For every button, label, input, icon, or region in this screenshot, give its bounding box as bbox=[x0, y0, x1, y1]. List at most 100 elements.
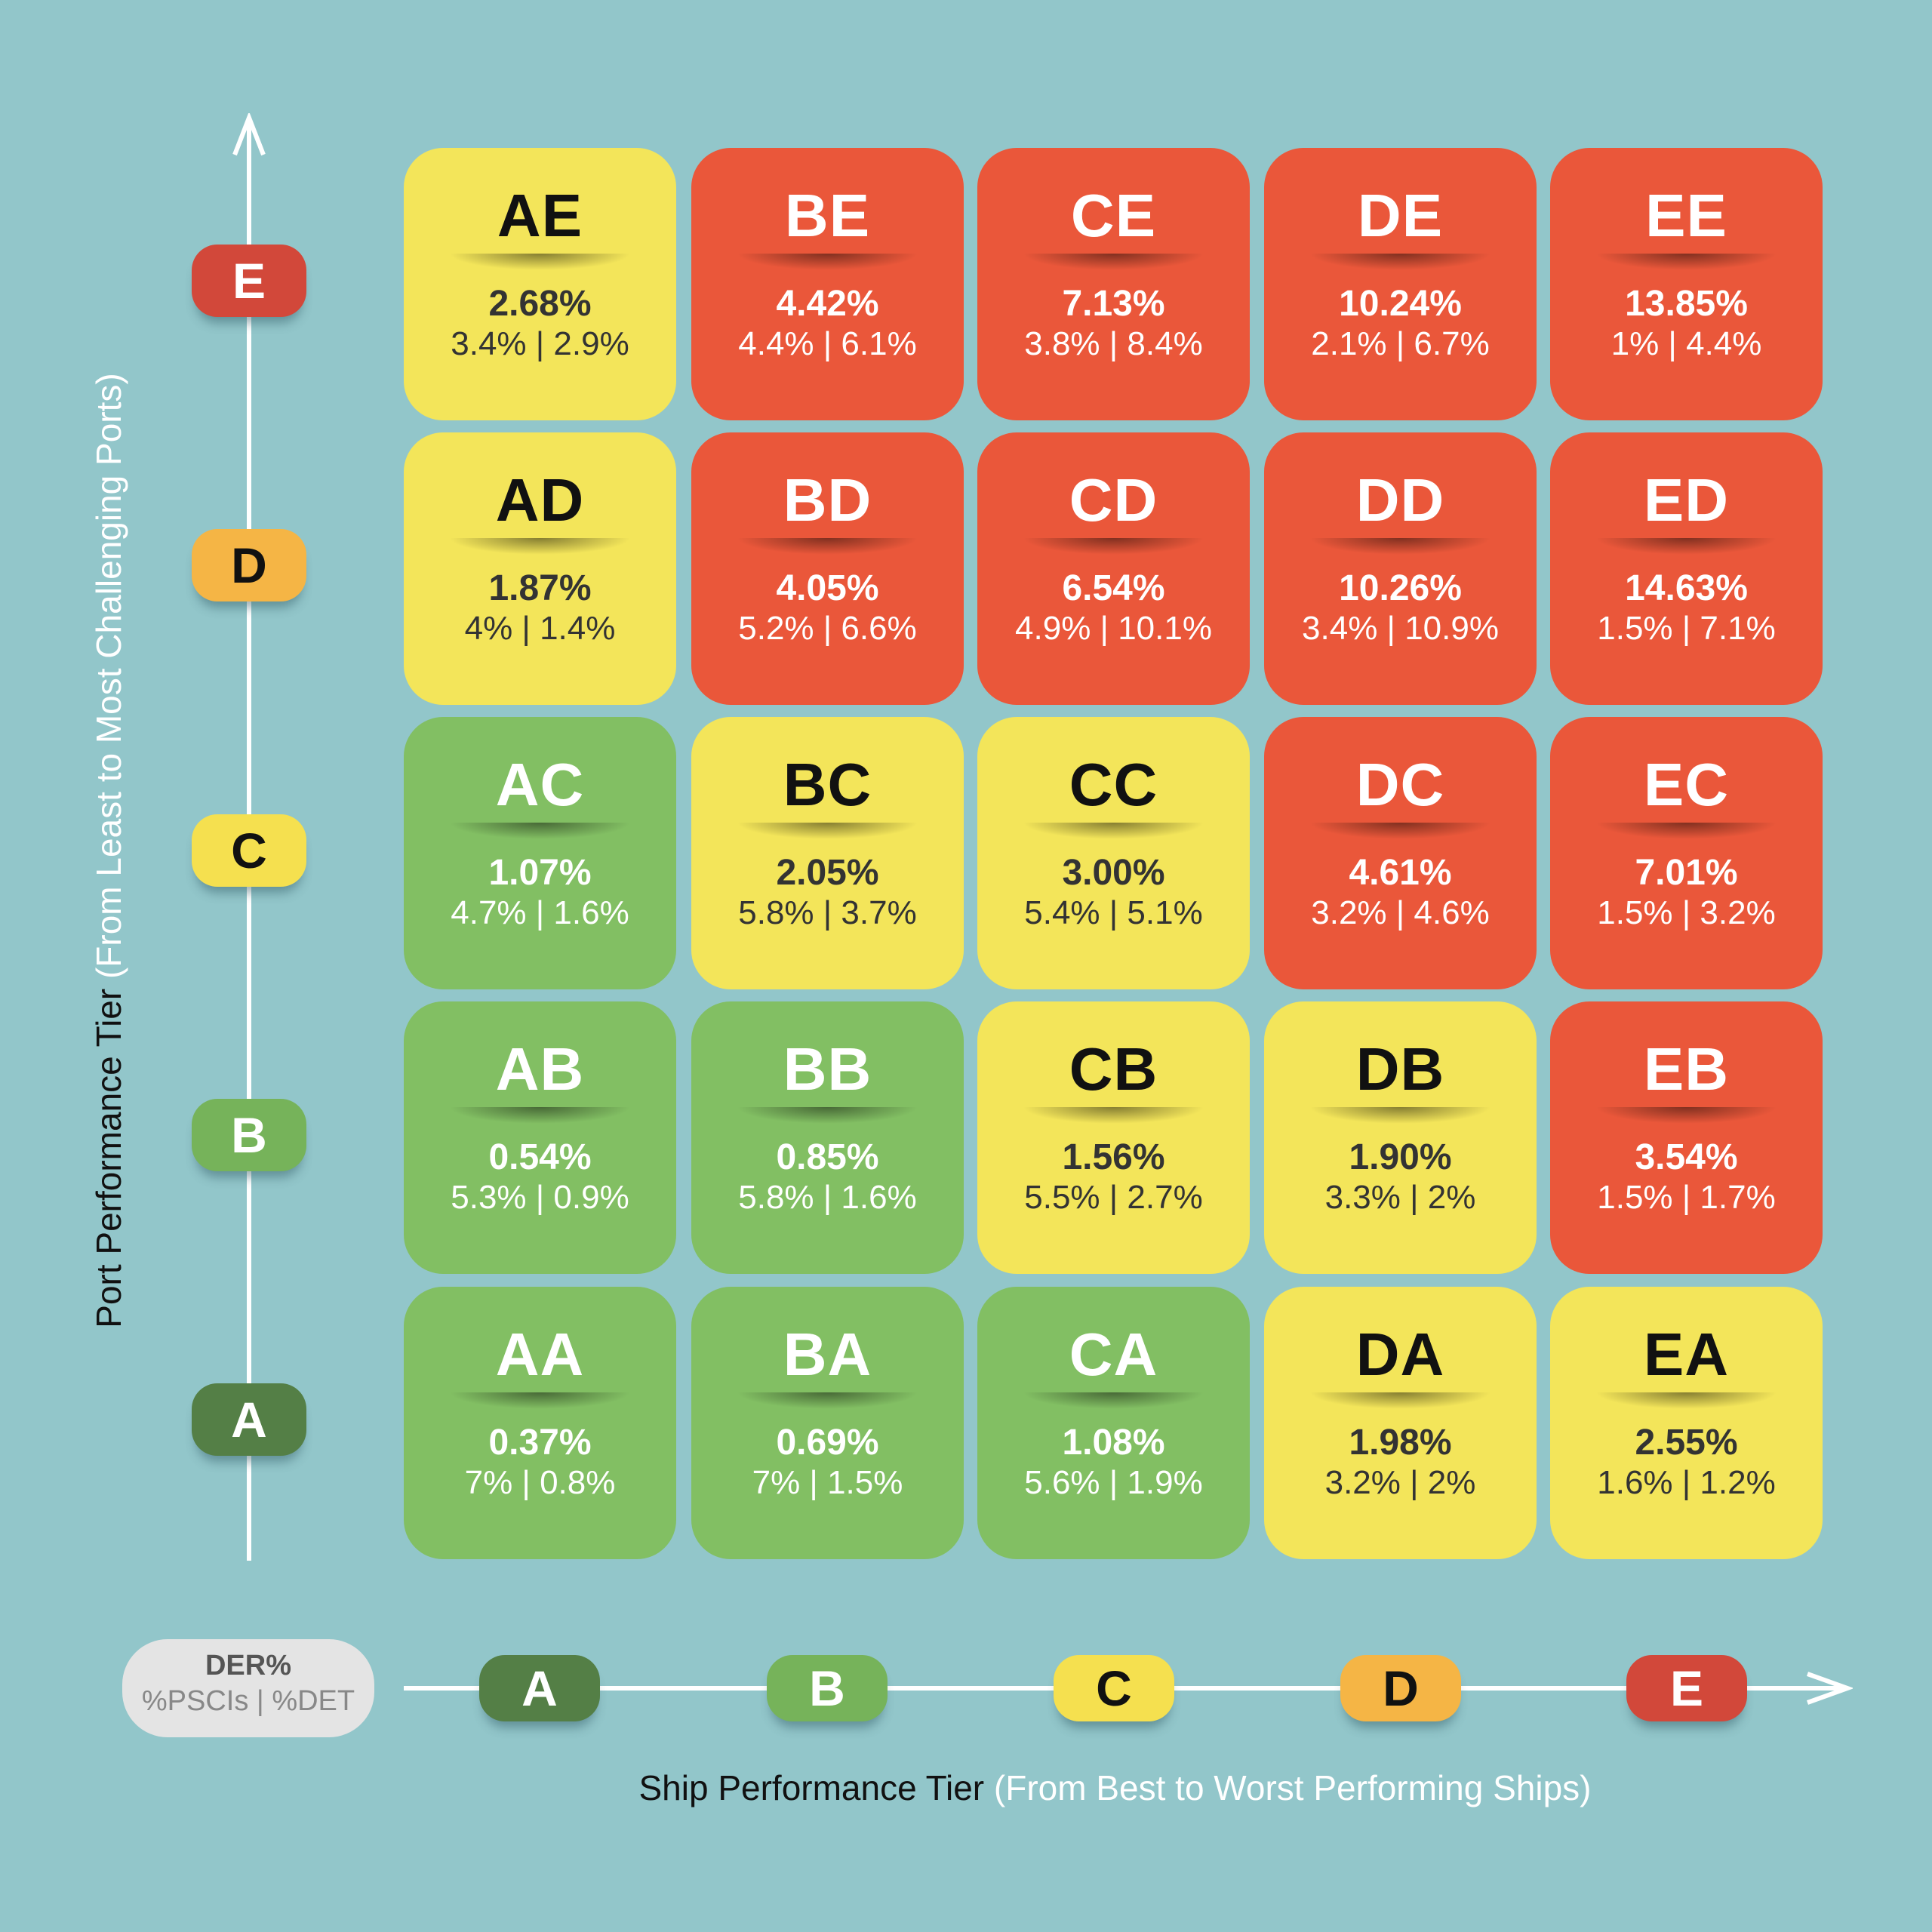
cell-pscis-det-values: 5.3% | 0.9% bbox=[451, 1179, 629, 1216]
cell-divider-shadow bbox=[737, 1107, 918, 1124]
cell-code: ED bbox=[1643, 466, 1730, 534]
cell-ea: EA 2.55% 1.6% | 1.2% bbox=[1550, 1287, 1823, 1559]
cell-der-value: 1.87% bbox=[488, 568, 592, 608]
cell-code: BA bbox=[783, 1321, 872, 1388]
cell-code: BC bbox=[783, 751, 872, 818]
cell-der-value: 0.37% bbox=[488, 1423, 592, 1463]
cell-der-value: 1.98% bbox=[1349, 1423, 1452, 1463]
cell-code: BE bbox=[784, 182, 871, 249]
cell-code: DE bbox=[1357, 182, 1444, 249]
cell-code: CD bbox=[1069, 466, 1158, 534]
y-tier-c: C bbox=[192, 814, 306, 887]
cell-pscis-det-values: 5.5% | 2.7% bbox=[1024, 1179, 1203, 1216]
y-tier-e: E bbox=[192, 245, 306, 317]
cell-pscis-det-values: 4.4% | 6.1% bbox=[738, 325, 917, 362]
cell-code: AD bbox=[495, 466, 585, 534]
y-axis-label: Port Performance Tier bbox=[89, 988, 128, 1328]
y-axis-note: (From Least to Most Challenging Ports) bbox=[89, 373, 128, 980]
x-axis-note: (From Best to Worst Performing Ships) bbox=[993, 1768, 1592, 1807]
cell-divider-shadow bbox=[1023, 823, 1204, 839]
cell-divider-shadow bbox=[737, 1392, 918, 1409]
cell-divider-shadow bbox=[1595, 823, 1777, 839]
cell-code: EA bbox=[1643, 1321, 1730, 1388]
cell-ae: AE 2.68% 3.4% | 2.9% bbox=[404, 148, 676, 420]
x-axis-arrow-icon bbox=[1806, 1672, 1853, 1705]
cell-ce: CE 7.13% 3.8% | 8.4% bbox=[977, 148, 1250, 420]
cell-ed: ED 14.63% 1.5% | 7.1% bbox=[1550, 432, 1823, 705]
cell-code: DB bbox=[1355, 1035, 1445, 1103]
cell-db: DB 1.90% 3.3% | 2% bbox=[1264, 1001, 1537, 1274]
cell-pscis-det-values: 1.5% | 7.1% bbox=[1597, 610, 1776, 647]
cell-pscis-det-values: 7% | 1.5% bbox=[752, 1464, 903, 1501]
legend-line2: %PSCIs | %DET bbox=[141, 1685, 355, 1717]
cell-pscis-det-values: 5.8% | 3.7% bbox=[738, 894, 917, 931]
cell-pscis-det-values: 5.2% | 6.6% bbox=[738, 610, 917, 647]
cell-der-value: 2.05% bbox=[776, 853, 879, 893]
cell-der-value: 4.05% bbox=[776, 568, 879, 608]
cell-der-value: 2.55% bbox=[1635, 1423, 1738, 1463]
cell-pscis-det-values: 3.4% | 10.9% bbox=[1302, 610, 1499, 647]
cell-bb: BB 0.85% 5.8% | 1.6% bbox=[691, 1001, 964, 1274]
cell-der-value: 4.42% bbox=[776, 284, 879, 324]
cell-der-value: 4.61% bbox=[1349, 853, 1452, 893]
cell-ab: AB 0.54% 5.3% | 0.9% bbox=[404, 1001, 676, 1274]
y-tier-a: A bbox=[192, 1383, 306, 1456]
x-tier-c: C bbox=[1054, 1655, 1174, 1721]
cell-pscis-det-values: 4.9% | 10.1% bbox=[1015, 610, 1212, 647]
legend-line1: DER% bbox=[205, 1650, 292, 1681]
cell-pscis-det-values: 5.4% | 5.1% bbox=[1024, 894, 1203, 931]
cell-dc: DC 4.61% 3.2% | 4.6% bbox=[1264, 717, 1537, 989]
cell-de: DE 10.24% 2.1% | 6.7% bbox=[1264, 148, 1537, 420]
cell-der-value: 7.13% bbox=[1062, 284, 1165, 324]
cell-der-value: 14.63% bbox=[1625, 568, 1748, 608]
cell-divider-shadow bbox=[1595, 1392, 1777, 1409]
cell-divider-shadow bbox=[449, 1107, 631, 1124]
cell-divider-shadow bbox=[737, 538, 918, 555]
cell-divider-shadow bbox=[1023, 538, 1204, 555]
cell-pscis-det-values: 5.6% | 1.9% bbox=[1024, 1464, 1203, 1501]
cell-divider-shadow bbox=[1309, 1392, 1491, 1409]
cell-code: DA bbox=[1355, 1321, 1445, 1388]
cell-divider-shadow bbox=[1595, 254, 1777, 270]
cell-cd: CD 6.54% 4.9% | 10.1% bbox=[977, 432, 1250, 705]
cell-aa: AA 0.37% 7% | 0.8% bbox=[404, 1287, 676, 1559]
cell-der-value: 10.24% bbox=[1339, 284, 1462, 324]
cell-cc: CC 3.00% 5.4% | 5.1% bbox=[977, 717, 1250, 989]
cell-code: CE bbox=[1070, 182, 1157, 249]
cell-pscis-det-values: 3.8% | 8.4% bbox=[1024, 325, 1203, 362]
cell-divider-shadow bbox=[449, 538, 631, 555]
cell-divider-shadow bbox=[1595, 538, 1777, 555]
cell-pscis-det-values: 3.4% | 2.9% bbox=[451, 325, 629, 362]
cell-code: DD bbox=[1355, 466, 1445, 534]
cell-ad: AD 1.87% 4% | 1.4% bbox=[404, 432, 676, 705]
cell-code: BD bbox=[783, 466, 872, 534]
cell-dd: DD 10.26% 3.4% | 10.9% bbox=[1264, 432, 1537, 705]
x-tier-a: A bbox=[479, 1655, 600, 1721]
cell-pscis-det-values: 4% | 1.4% bbox=[464, 610, 616, 647]
cell-der-value: 1.08% bbox=[1062, 1423, 1165, 1463]
cell-pscis-det-values: 1% | 4.4% bbox=[1611, 325, 1762, 362]
cell-eb: EB 3.54% 1.5% | 1.7% bbox=[1550, 1001, 1823, 1274]
cell-code: AE bbox=[497, 182, 583, 249]
cell-code: CA bbox=[1069, 1321, 1158, 1388]
cell-divider-shadow bbox=[1023, 1392, 1204, 1409]
cell-ec: EC 7.01% 1.5% | 3.2% bbox=[1550, 717, 1823, 989]
cell-der-value: 6.54% bbox=[1062, 568, 1165, 608]
cell-divider-shadow bbox=[1023, 1107, 1204, 1124]
cell-divider-shadow bbox=[1595, 1107, 1777, 1124]
cell-pscis-det-values: 1.6% | 1.2% bbox=[1597, 1464, 1776, 1501]
cell-bc: BC 2.05% 5.8% | 3.7% bbox=[691, 717, 964, 989]
cell-der-value: 3.00% bbox=[1062, 853, 1165, 893]
cell-der-value: 13.85% bbox=[1625, 284, 1748, 324]
cell-code: DC bbox=[1355, 751, 1445, 818]
cell-pscis-det-values: 2.1% | 6.7% bbox=[1311, 325, 1490, 362]
cell-code: BB bbox=[783, 1035, 872, 1103]
cell-der-value: 1.07% bbox=[488, 853, 592, 893]
cell-der-value: 10.26% bbox=[1339, 568, 1462, 608]
cell-code: EB bbox=[1643, 1035, 1730, 1103]
cell-cb: CB 1.56% 5.5% | 2.7% bbox=[977, 1001, 1250, 1274]
y-axis-arrow-icon bbox=[232, 113, 266, 156]
cell-ac: AC 1.07% 4.7% | 1.6% bbox=[404, 717, 676, 989]
cell-divider-shadow bbox=[1309, 254, 1491, 270]
cell-pscis-det-values: 3.3% | 2% bbox=[1324, 1179, 1476, 1216]
